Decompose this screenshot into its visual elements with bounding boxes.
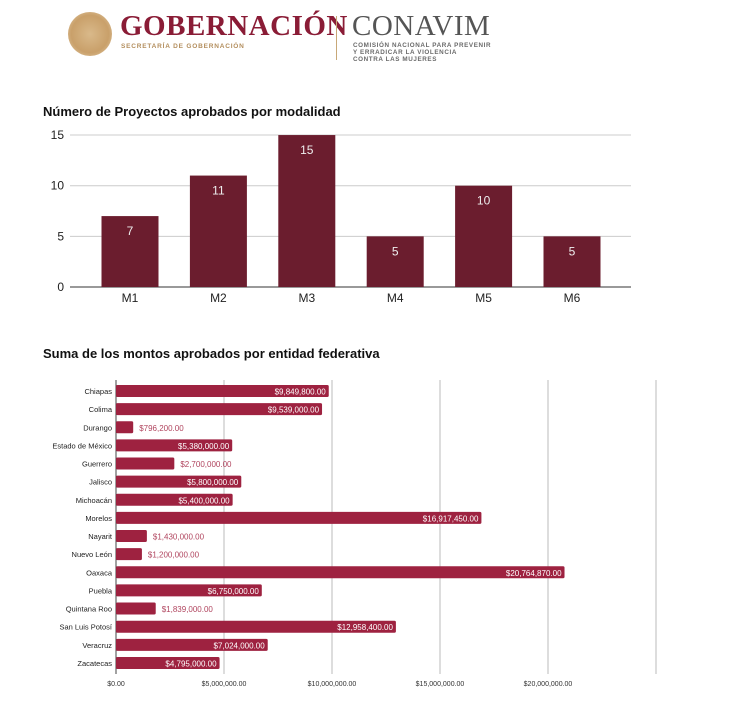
- seal-logo-icon: [68, 12, 112, 56]
- y-tick-label: Michoacán: [76, 496, 112, 505]
- conavim-logo: CONAVIM: [352, 10, 491, 42]
- bar-Nayarit: [116, 530, 147, 543]
- conavim-subtitle-3: CONTRA LAS MUJERES: [353, 56, 438, 63]
- x-tick-label: $15,000,000.00: [416, 681, 465, 688]
- y-tick-label: Guerrero: [82, 460, 112, 469]
- y-tick-label: 5: [57, 229, 64, 243]
- y-tick-label: 15: [51, 128, 65, 142]
- bar-Jalisco: [116, 475, 242, 488]
- data-label: $20,764,870.00: [506, 569, 562, 578]
- data-label: 7: [127, 224, 134, 238]
- gobernacion-logo: GOBERNACIÓN: [120, 10, 348, 42]
- y-tick-label: Zacatecas: [77, 659, 112, 668]
- data-label: $2,700,000.00: [180, 460, 232, 469]
- bar-M3: [278, 135, 336, 287]
- bar-Durango: [116, 421, 134, 434]
- data-label: $5,800,000.00: [187, 478, 239, 487]
- x-tick-label: M3: [298, 291, 315, 305]
- y-tick-label: Morelos: [85, 514, 112, 523]
- bar-Oaxaca: [116, 566, 565, 579]
- data-label: $7,024,000.00: [214, 641, 266, 650]
- y-tick-label: Quintana Roo: [66, 605, 112, 614]
- bar-Chiapas: [116, 385, 329, 397]
- bar-M2: [189, 175, 247, 287]
- x-tick-label: $5,000,000.00: [202, 681, 247, 688]
- x-tick-label: M6: [564, 291, 581, 305]
- x-tick-label: M1: [122, 291, 139, 305]
- data-label: $1,200,000.00: [148, 551, 200, 560]
- y-tick-label: Veracruz: [82, 641, 112, 650]
- y-tick-label: 10: [51, 179, 65, 193]
- x-tick-label: $0.00: [107, 681, 125, 688]
- logo-separator: [336, 16, 337, 60]
- y-tick-label: Chiapas: [84, 387, 112, 396]
- data-label: $12,958,400.00: [337, 623, 393, 632]
- bar-M1: [101, 216, 159, 287]
- y-tick-label: Nayarit: [88, 532, 113, 541]
- data-label: $5,400,000.00: [178, 496, 230, 505]
- bar-M6: [543, 236, 601, 287]
- chart1-title: Número de Proyectos aprobados por modali…: [43, 104, 341, 119]
- data-label: $5,380,000.00: [178, 442, 230, 451]
- data-label: 11: [212, 184, 225, 198]
- bar-Colima: [116, 403, 323, 416]
- data-label: 10: [477, 194, 491, 208]
- data-label: $4,795,000.00: [165, 659, 217, 668]
- data-label: $1,839,000.00: [162, 605, 214, 614]
- x-tick-label: $10,000,000.00: [308, 681, 357, 688]
- data-label: $9,539,000.00: [268, 406, 320, 415]
- bar-Nuevo León: [116, 548, 142, 561]
- y-tick-label: 0: [57, 280, 64, 294]
- bar-Estado de México: [116, 439, 233, 452]
- bar-Michoacán: [116, 493, 233, 506]
- data-label: 15: [300, 143, 314, 157]
- data-label: $16,917,450.00: [423, 514, 479, 523]
- y-tick-label: Puebla: [89, 586, 113, 595]
- bar-M5: [455, 185, 513, 287]
- bar-San Luis Potosí: [116, 620, 396, 633]
- bar-Puebla: [116, 584, 262, 597]
- x-tick-label: M2: [210, 291, 227, 305]
- data-label: $796,200.00: [139, 424, 184, 433]
- bar-Veracruz: [116, 638, 268, 651]
- x-tick-label: $20,000,000.00: [524, 681, 573, 688]
- y-tick-label: Oaxaca: [86, 568, 113, 577]
- bar-M4: [366, 236, 424, 287]
- bar-Morelos: [116, 511, 482, 524]
- bar-Guerrero: [116, 457, 175, 470]
- bar-Zacatecas: [116, 656, 220, 669]
- conavim-subtitle-2: Y ERRADICAR LA VIOLENCIA: [353, 49, 457, 56]
- y-tick-label: Colima: [89, 405, 113, 414]
- bar-Quintana Roo: [116, 602, 156, 615]
- y-tick-label: Estado de México: [52, 441, 112, 450]
- y-tick-label: Jalisco: [89, 478, 112, 487]
- y-tick-label: Nuevo León: [72, 550, 112, 559]
- data-label: $1,430,000.00: [153, 533, 205, 542]
- chart2-title: Suma de los montos aprobados por entidad…: [43, 346, 380, 361]
- y-tick-label: San Luis Potosí: [59, 623, 112, 632]
- data-label: $6,750,000.00: [208, 587, 260, 596]
- conavim-subtitle-1: COMISIÓN NACIONAL PARA PREVENIR: [353, 42, 492, 49]
- x-tick-label: M4: [387, 291, 404, 305]
- data-label: $9,849,800.00: [275, 388, 327, 397]
- data-label: 5: [569, 244, 576, 258]
- x-tick-label: M5: [475, 291, 492, 305]
- data-label: 5: [392, 244, 399, 258]
- gobernacion-subtitle: SECRETARÍA DE GOBERNACIÓN: [121, 43, 245, 50]
- y-tick-label: Durango: [83, 423, 112, 432]
